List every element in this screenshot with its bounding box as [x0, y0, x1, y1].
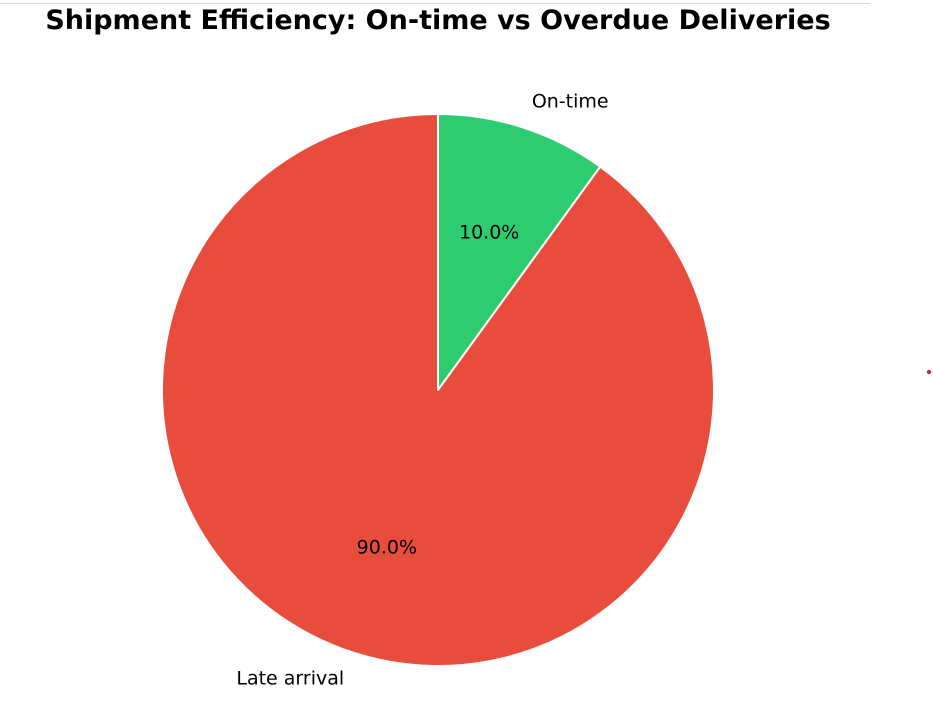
slice-percent-label: 10.0%	[459, 222, 519, 244]
slice-category-label: Late arrival	[236, 668, 344, 690]
slice-percent-label: 90.0%	[357, 536, 417, 558]
slice-category-label: On-time	[532, 90, 609, 112]
top-divider	[0, 3, 870, 4]
pie-slice-on-time	[437, 113, 602, 391]
stray-marker-dot	[926, 369, 932, 375]
chart-title: Shipment Efficiency: On-time vs Overdue …	[45, 5, 831, 36]
pie-labels: 10.0% On-time 90.0% Late arrival	[236, 90, 608, 689]
pie-slice-late-arrival	[161, 113, 715, 667]
pie-slices	[161, 113, 715, 667]
